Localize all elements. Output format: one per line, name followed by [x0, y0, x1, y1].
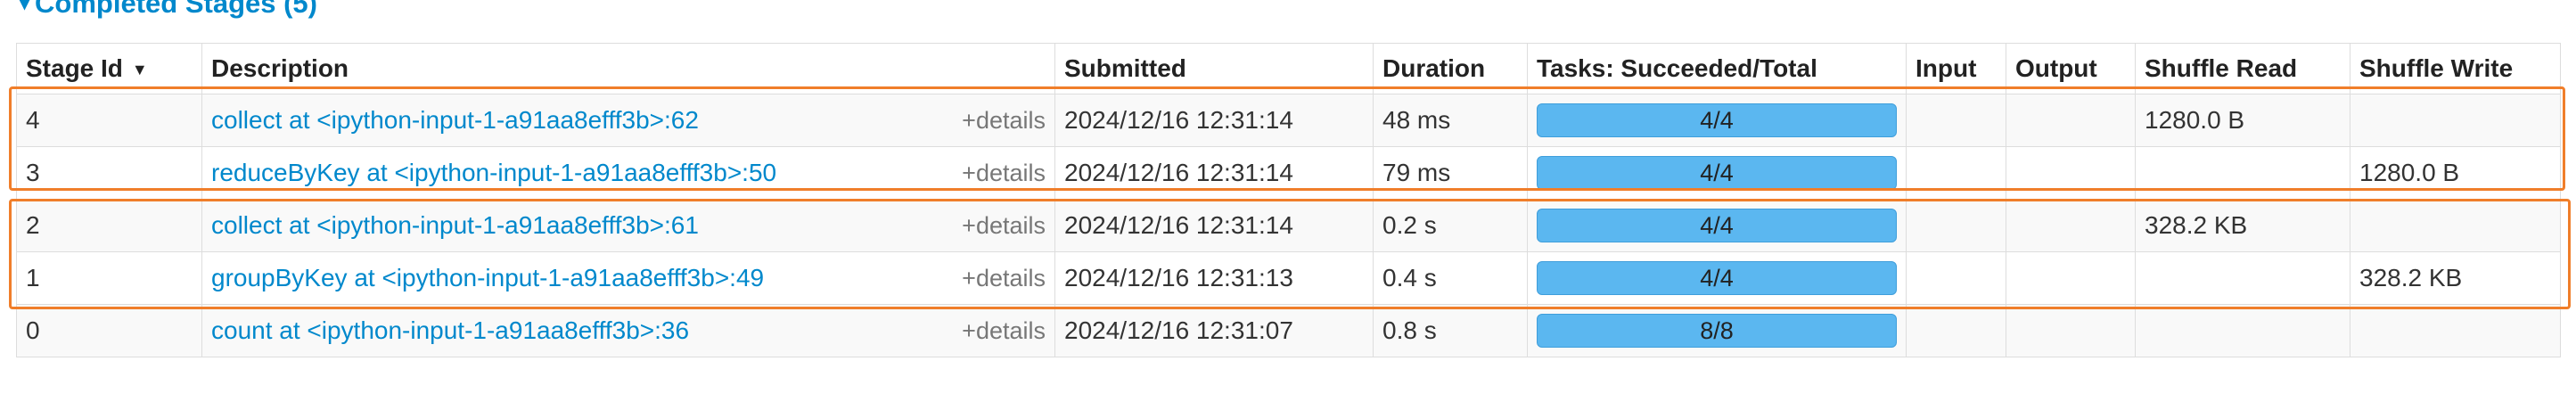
input-cell: [1906, 199, 2006, 252]
tasks-progress-label: 8/8: [1700, 317, 1734, 344]
table-row: 2 collect at <ipython-input-1-a91aa8efff3…: [16, 199, 2561, 252]
duration-cell: 79 ms: [1373, 146, 1528, 200]
section-title-text: Completed Stages (5): [35, 0, 317, 19]
collapse-arrow-icon: ▾: [20, 0, 30, 14]
duration-cell: 48 ms: [1373, 94, 1528, 147]
column-header-duration[interactable]: Duration: [1373, 43, 1528, 94]
shuffle-read-cell: 1280.0 B: [2135, 94, 2350, 147]
shuffle-write-cell: 328.2 KB: [2350, 251, 2561, 305]
table-row: 1 groupByKey at <ipython-input-1-a91aa8ef…: [16, 251, 2561, 305]
stage-description-link[interactable]: groupByKey at <ipython-input-1-a91aa8eff…: [211, 264, 765, 291]
description-cell: count at <ipython-input-1-a91aa8efff3b>:…: [201, 304, 1055, 357]
duration-cell: 0.2 s: [1373, 199, 1528, 252]
table-row: 0 count at <ipython-input-1-a91aa8efff3b>…: [16, 304, 2561, 357]
duration-cell: 0.4 s: [1373, 251, 1528, 305]
stage-description-link[interactable]: count at <ipython-input-1-a91aa8efff3b>:…: [211, 316, 690, 344]
output-cell: [2006, 199, 2136, 252]
column-header-shuffle-write[interactable]: Shuffle Write: [2350, 43, 2561, 94]
output-cell: [2006, 94, 2136, 147]
details-toggle[interactable]: +details: [962, 264, 1046, 291]
tasks-progress-bar: 4/4: [1537, 261, 1897, 295]
output-cell: [2006, 146, 2136, 200]
column-header-tasks[interactable]: Tasks: Succeeded/Total: [1527, 43, 1907, 94]
details-toggle[interactable]: +details: [962, 316, 1046, 344]
stage-id-cell: 1: [16, 251, 202, 305]
shuffle-write-cell: [2350, 94, 2561, 147]
tasks-progress-label: 4/4: [1700, 265, 1734, 291]
table-row: 4 collect at <ipython-input-1-a91aa8efff3…: [16, 94, 2561, 147]
column-header-description[interactable]: Description: [201, 43, 1055, 94]
tasks-progress-bar: 4/4: [1537, 156, 1897, 190]
shuffle-read-cell: [2135, 146, 2350, 200]
stage-id-cell: 4: [16, 94, 202, 147]
tasks-cell: 4/4: [1527, 251, 1907, 305]
submitted-cell: 2024/12/16 12:31:14: [1054, 199, 1374, 252]
table-row: 3 reduceByKey at <ipython-input-1-a91aa8e…: [16, 146, 2561, 200]
stage-id-cell: 3: [16, 146, 202, 200]
output-cell: [2006, 304, 2136, 357]
tasks-progress-bar: 4/4: [1537, 209, 1897, 242]
description-cell: reduceByKey at <ipython-input-1-a91aa8ef…: [201, 146, 1055, 200]
column-header-submitted[interactable]: Submitted: [1054, 43, 1374, 94]
description-cell: collect at <ipython-input-1-a91aa8efff3b…: [201, 199, 1055, 252]
table-header-row: Stage Id ▼ Description Submitted Duration…: [16, 43, 2561, 94]
stage-description-link[interactable]: reduceByKey at <ipython-input-1-a91aa8ef…: [211, 159, 777, 186]
sort-descending-icon: ▼: [131, 61, 148, 78]
tasks-progress-bar: 8/8: [1537, 314, 1897, 348]
description-cell: collect at <ipython-input-1-a91aa8efff3b…: [201, 94, 1055, 147]
tasks-cell: 4/4: [1527, 199, 1907, 252]
submitted-cell: 2024/12/16 12:31:14: [1054, 146, 1374, 200]
column-header-shuffle-read[interactable]: Shuffle Read: [2135, 43, 2350, 94]
output-cell: [2006, 251, 2136, 305]
completed-stages-toggle[interactable]: ▾ Completed Stages (5): [20, 0, 317, 20]
shuffle-write-cell: [2350, 304, 2561, 357]
shuffle-write-cell: 1280.0 B: [2350, 146, 2561, 200]
input-cell: [1906, 251, 2006, 305]
column-header-stage-id[interactable]: Stage Id ▼: [16, 43, 202, 94]
column-header-output[interactable]: Output: [2006, 43, 2136, 94]
input-cell: [1906, 146, 2006, 200]
stage-id-cell: 2: [16, 199, 202, 252]
tasks-progress-label: 4/4: [1700, 212, 1734, 239]
submitted-cell: 2024/12/16 12:31:07: [1054, 304, 1374, 357]
stage-description-link[interactable]: collect at <ipython-input-1-a91aa8efff3b…: [211, 211, 699, 239]
tasks-progress-label: 4/4: [1700, 107, 1734, 134]
description-cell: groupByKey at <ipython-input-1-a91aa8eff…: [201, 251, 1055, 305]
shuffle-read-cell: 328.2 KB: [2135, 199, 2350, 252]
details-toggle[interactable]: +details: [962, 211, 1046, 239]
tasks-progress-label: 4/4: [1700, 160, 1734, 186]
tasks-progress-bar: 4/4: [1537, 103, 1897, 137]
input-cell: [1906, 94, 2006, 147]
stage-id-cell: 0: [16, 304, 202, 357]
stage-description-link[interactable]: collect at <ipython-input-1-a91aa8efff3b…: [211, 106, 699, 134]
details-toggle[interactable]: +details: [962, 106, 1046, 134]
shuffle-read-cell: [2135, 251, 2350, 305]
submitted-cell: 2024/12/16 12:31:13: [1054, 251, 1374, 305]
submitted-cell: 2024/12/16 12:31:14: [1054, 94, 1374, 147]
column-header-label: Stage Id: [26, 54, 123, 82]
tasks-cell: 4/4: [1527, 94, 1907, 147]
tasks-cell: 8/8: [1527, 304, 1907, 357]
shuffle-read-cell: [2135, 304, 2350, 357]
duration-cell: 0.8 s: [1373, 304, 1528, 357]
details-toggle[interactable]: +details: [962, 159, 1046, 186]
input-cell: [1906, 304, 2006, 357]
tasks-cell: 4/4: [1527, 146, 1907, 200]
shuffle-write-cell: [2350, 199, 2561, 252]
completed-stages-table: Stage Id ▼ Description Submitted Duration…: [16, 43, 2561, 357]
column-header-input[interactable]: Input: [1906, 43, 2006, 94]
